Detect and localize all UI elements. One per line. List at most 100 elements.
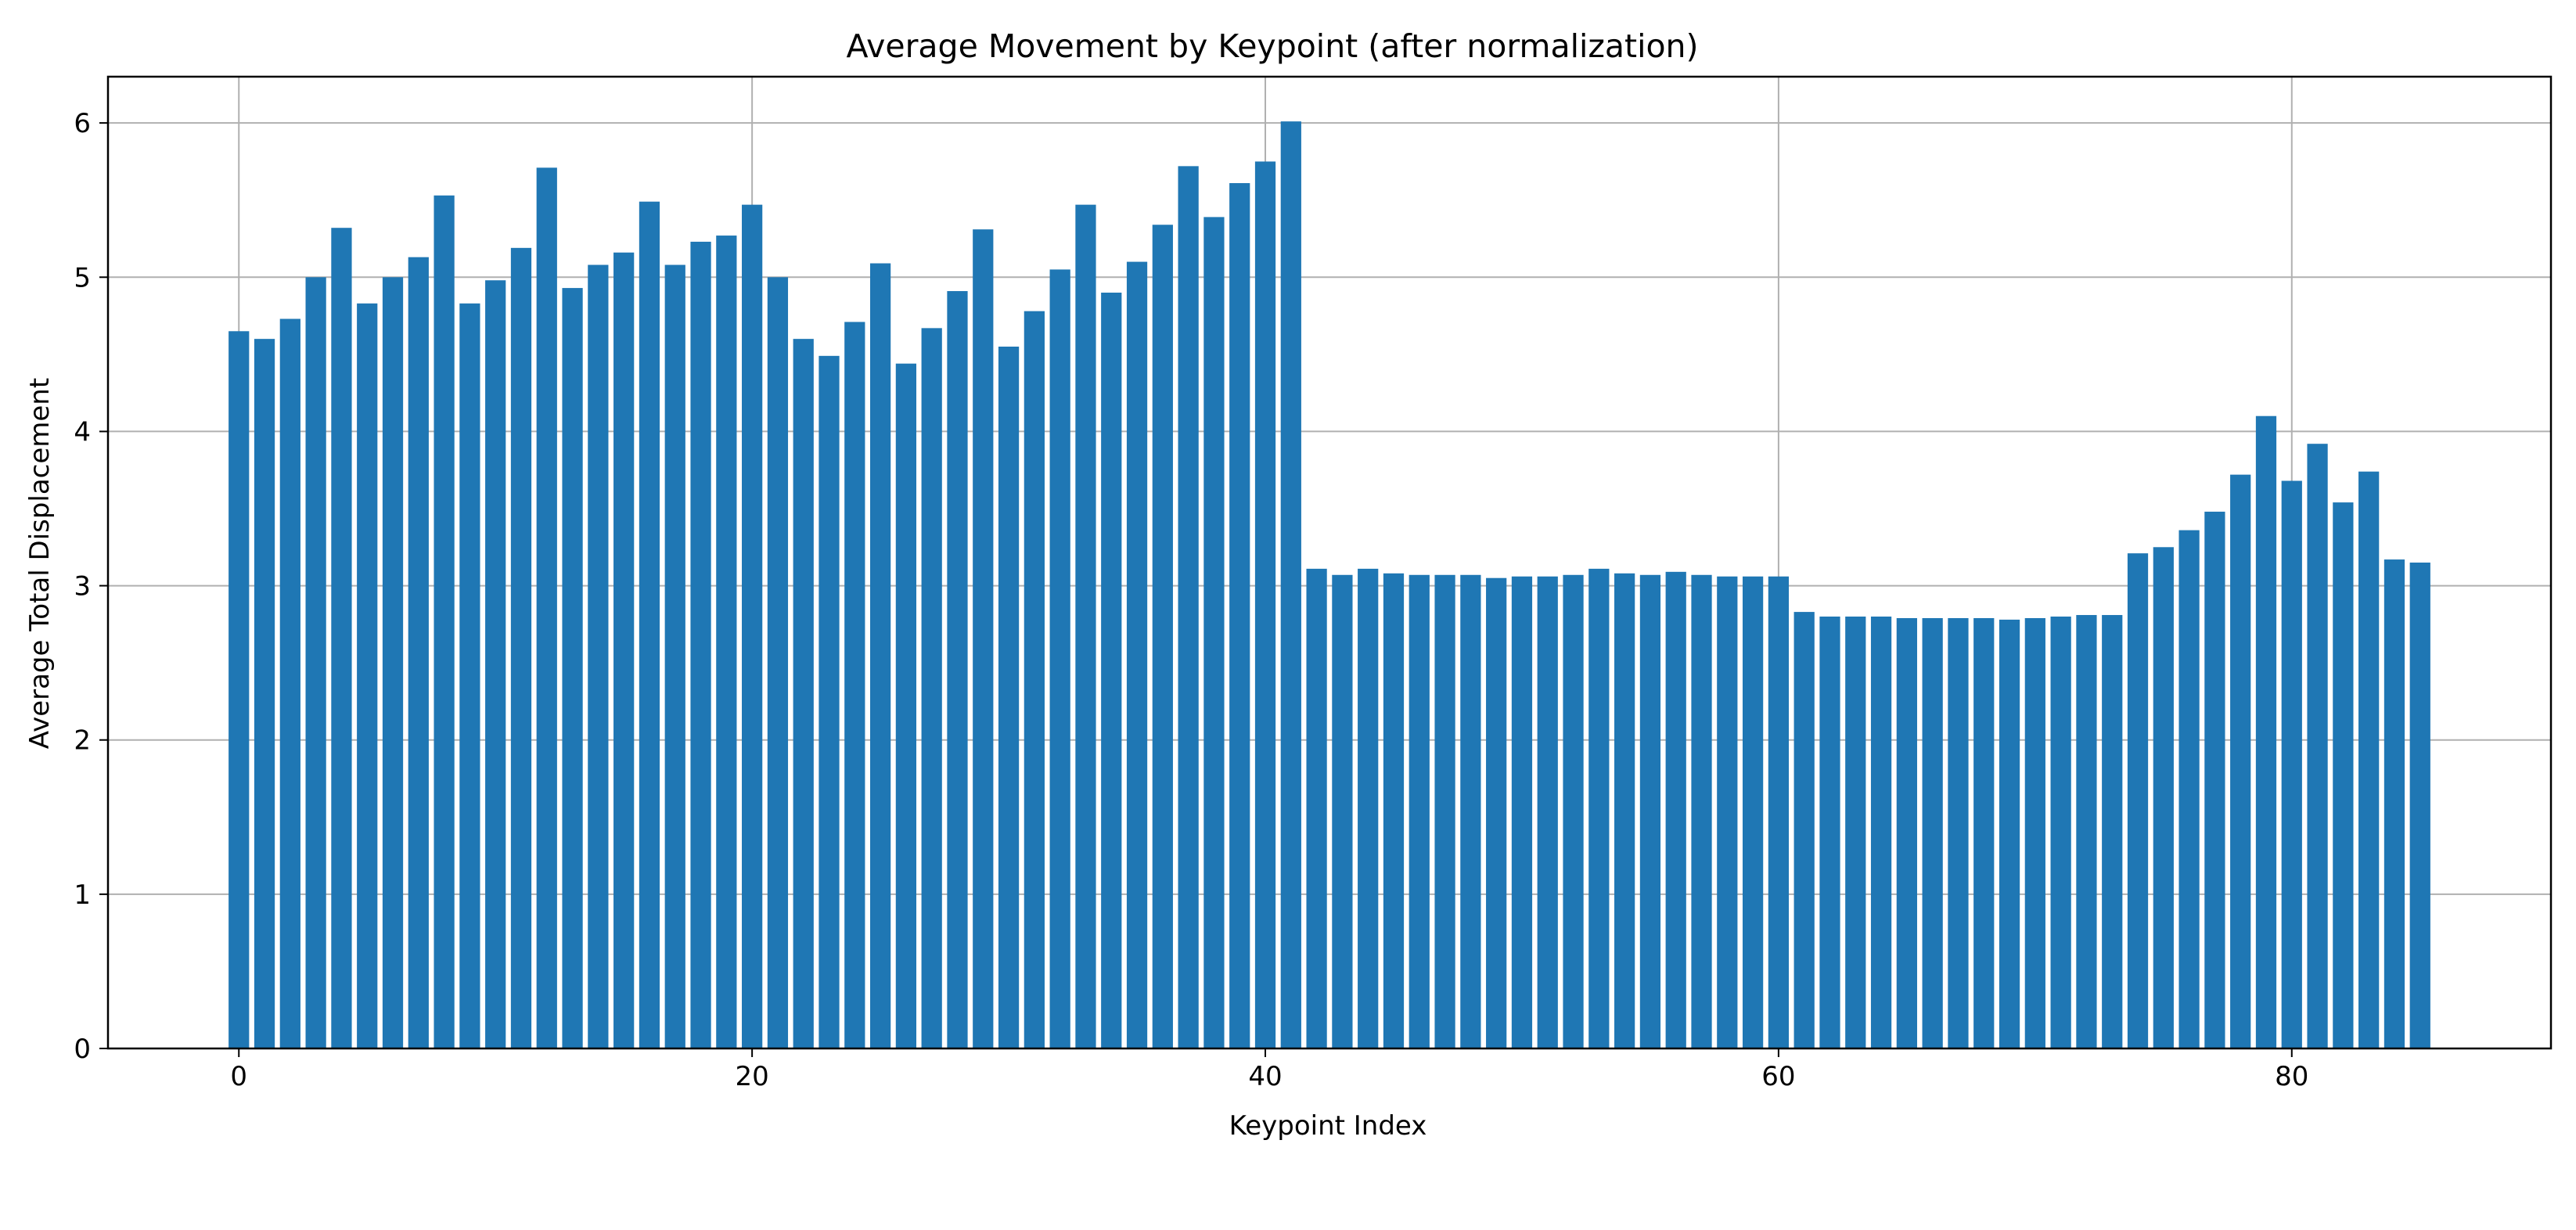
bar <box>818 355 840 1048</box>
bar <box>2384 559 2405 1048</box>
bar <box>869 263 891 1048</box>
bar <box>1948 617 1969 1048</box>
bar <box>228 331 250 1048</box>
bar <box>2333 502 2354 1048</box>
bar <box>1049 269 1070 1048</box>
bar <box>357 303 378 1048</box>
bar <box>1024 311 1045 1049</box>
bar <box>2281 480 2302 1048</box>
bar <box>947 291 968 1048</box>
bar <box>1973 617 1995 1048</box>
x-axis-ticks: 0 20 40 60 80 <box>230 1048 2308 1092</box>
bars <box>228 121 2430 1049</box>
bar <box>921 328 942 1048</box>
bar <box>2307 444 2328 1048</box>
y-tick-label: 0 <box>74 1034 91 1065</box>
bar <box>588 264 609 1048</box>
bar <box>767 277 789 1048</box>
bar <box>1254 161 1276 1048</box>
bar <box>1896 617 1917 1048</box>
bar <box>1075 204 1096 1049</box>
bar <box>1691 574 1712 1048</box>
bar <box>536 167 557 1048</box>
bar <box>305 277 326 1048</box>
y-tick-label: 6 <box>74 108 91 139</box>
bar <box>1332 574 1353 1048</box>
bar <box>562 288 583 1049</box>
bar <box>279 318 300 1048</box>
bar <box>1152 225 1173 1049</box>
bar <box>793 339 814 1049</box>
y-axis-ticks: 0 1 2 3 4 5 6 <box>74 108 108 1065</box>
bar <box>510 247 532 1048</box>
bar <box>2409 563 2430 1048</box>
bar <box>485 280 506 1048</box>
bar <box>459 303 480 1048</box>
bar <box>1742 576 1764 1048</box>
bar <box>1280 121 1301 1049</box>
bar <box>408 257 429 1049</box>
y-tick-label: 1 <box>74 879 91 911</box>
bar <box>973 229 994 1049</box>
bar <box>998 347 1020 1048</box>
bar <box>613 252 635 1048</box>
bar <box>1306 568 1327 1048</box>
bar <box>664 264 685 1048</box>
bar <box>1383 573 1405 1048</box>
bar <box>1511 576 1533 1048</box>
bar <box>2153 547 2174 1048</box>
x-tick-label: 20 <box>735 1061 768 1092</box>
bar <box>1203 217 1225 1048</box>
bar <box>1358 568 1379 1048</box>
bar <box>1409 574 1430 1048</box>
bar <box>1588 568 1610 1048</box>
bar <box>742 204 763 1049</box>
x-tick-label: 80 <box>2275 1061 2308 1092</box>
bar <box>2102 615 2123 1048</box>
bar <box>382 277 404 1048</box>
bar <box>1563 574 1584 1048</box>
bar <box>844 322 865 1048</box>
bar <box>639 201 660 1049</box>
x-tick-label: 0 <box>230 1061 247 1092</box>
bar <box>2178 530 2200 1048</box>
bar <box>2076 615 2097 1048</box>
bar <box>1229 183 1250 1048</box>
y-tick-label: 5 <box>74 262 91 293</box>
bar <box>1922 617 1943 1048</box>
bar <box>1178 166 1199 1048</box>
bar <box>1793 612 1815 1048</box>
x-tick-label: 60 <box>1761 1061 1795 1092</box>
bar <box>2204 511 2225 1048</box>
chart-title: Average Movement by Keypoint (after norm… <box>846 27 1698 65</box>
bar <box>2255 415 2277 1048</box>
bar <box>434 195 455 1048</box>
bar <box>1768 576 1790 1048</box>
bar <box>2024 617 2045 1048</box>
bar <box>1434 574 1455 1048</box>
bar <box>331 228 352 1049</box>
bar <box>1717 576 1738 1048</box>
bar <box>254 339 275 1049</box>
x-tick-label: 40 <box>1248 1061 1282 1092</box>
bar <box>1486 577 1507 1048</box>
y-tick-label: 2 <box>74 725 91 757</box>
bar <box>895 363 917 1049</box>
bar <box>1665 571 1686 1048</box>
bar <box>716 236 737 1048</box>
bar <box>1126 261 1148 1049</box>
bar <box>2358 471 2380 1048</box>
bar <box>1537 576 1558 1048</box>
bar <box>1101 293 1122 1048</box>
x-axis-label: Keypoint Index <box>1229 1110 1427 1142</box>
bar <box>1999 619 2020 1048</box>
bar <box>690 241 711 1048</box>
bar <box>1870 617 1892 1048</box>
bar <box>1639 574 1661 1048</box>
bar <box>1460 574 1481 1048</box>
y-tick-label: 3 <box>74 571 91 602</box>
bar <box>1845 617 1866 1048</box>
bar <box>2127 553 2149 1048</box>
